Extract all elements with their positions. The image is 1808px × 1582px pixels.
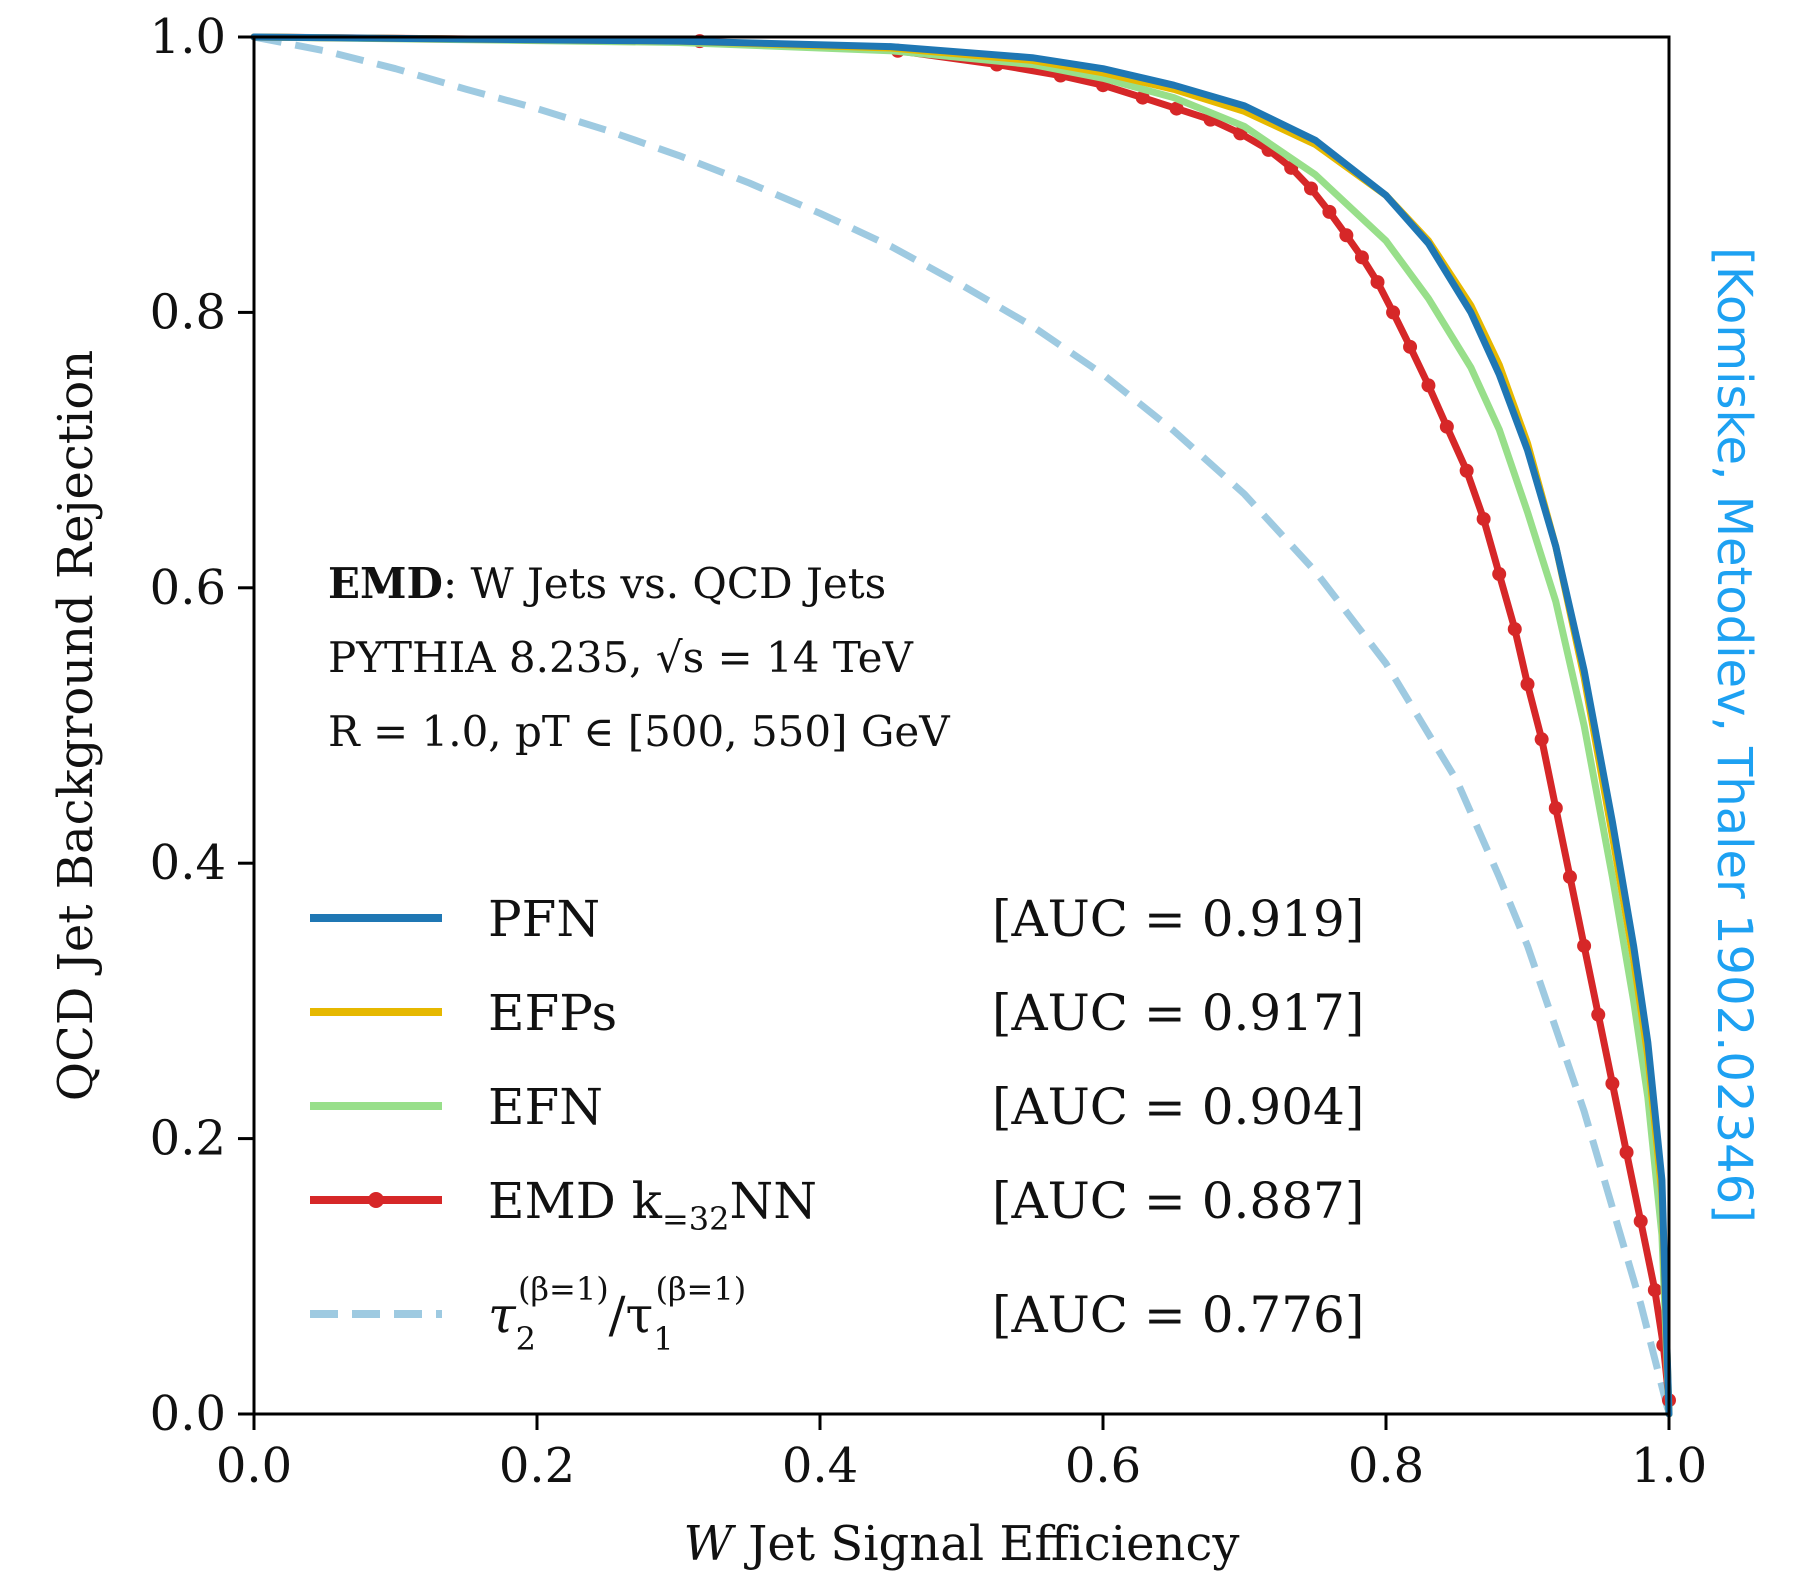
legend-label: EFPs	[488, 984, 617, 1042]
x-tick-label: 0.6	[1065, 1438, 1141, 1494]
legend-entry: EFN [AUC = 0.904]	[310, 1078, 1364, 1136]
x-tick-label: 1.0	[1631, 1438, 1707, 1494]
series-point	[1520, 677, 1535, 692]
curves-layer	[250, 33, 1676, 1418]
legend: PFN [AUC = 0.919] EFPs [AUC = 0.917] EFN [AUC…	[310, 890, 1364, 1358]
series-point	[1403, 339, 1418, 354]
legend-entry: EMD k=32NN [AUC = 0.887]	[310, 1172, 1364, 1238]
series-point	[1619, 1145, 1634, 1160]
legend-label: EFN	[488, 1078, 603, 1136]
credit-text: [Komiske, Metodiev, Thaler 1902.02346]	[1706, 247, 1762, 1223]
series-point	[1647, 1283, 1662, 1298]
series-point	[1304, 181, 1319, 196]
series-point	[1492, 567, 1507, 582]
x-tick-label: 0.0	[216, 1438, 292, 1494]
legend-auc: [AUC = 0.919]	[992, 890, 1364, 948]
series-line-efn	[250, 33, 1673, 1418]
legend-auc: [AUC = 0.887]	[992, 1172, 1364, 1230]
annotation-line-1: EMD: W Jets vs. QCD Jets	[328, 559, 886, 608]
y-axis-ticks: 0.0 0.2 0.4 0.6 0.8 1.0	[150, 9, 254, 1442]
series-point	[1169, 101, 1184, 116]
x-axis-ticks: 0.0 0.2 0.4 0.6 0.8 1.0	[216, 1414, 1707, 1494]
series-point	[1507, 622, 1522, 637]
legend-entry: τ2(β=1)/τ1(β=1) [AUC = 0.776]	[310, 1270, 1364, 1358]
x-tick-label: 0.8	[1348, 1438, 1424, 1494]
legend-auc: [AUC = 0.776]	[992, 1286, 1364, 1344]
x-tick-label: 0.2	[499, 1438, 575, 1494]
series-point	[1562, 869, 1577, 884]
series-point	[1370, 275, 1385, 290]
annotation-line-2: PYTHIA 8.235, √s = 14 TeV	[328, 633, 913, 682]
y-tick-label: 0.2	[150, 1111, 226, 1167]
legend-auc: [AUC = 0.904]	[992, 1078, 1364, 1136]
y-tick-label: 0.8	[150, 284, 226, 340]
legend-auc: [AUC = 0.917]	[992, 984, 1364, 1042]
legend-label: EMD k=32NN	[488, 1172, 817, 1238]
series-point	[1534, 732, 1549, 747]
series-point	[1322, 204, 1337, 219]
series-point	[1591, 1007, 1606, 1022]
series-point	[1339, 228, 1354, 243]
annotation-block: EMD: W Jets vs. QCD Jets PYTHIA 8.235, √…	[328, 559, 950, 756]
plot-frame	[252, 35, 1671, 1416]
series-point	[1633, 1214, 1648, 1229]
annotation-line-3: R = 1.0, pT ∈ [500, 550] GeV	[328, 707, 950, 756]
series-point	[1459, 463, 1474, 478]
series-point	[1421, 378, 1436, 393]
y-tick-label: 0.4	[150, 835, 226, 891]
series-point	[1577, 938, 1592, 953]
series-point	[1354, 250, 1369, 265]
legend-label: PFN	[488, 890, 600, 948]
x-tick-label: 0.4	[782, 1438, 858, 1494]
series-point	[1605, 1076, 1620, 1091]
legend-label: τ2(β=1)/τ1(β=1)	[488, 1270, 746, 1358]
legend-entry: EFPs [AUC = 0.917]	[310, 984, 1364, 1042]
y-axis-label: QCD Jet Background Rejection	[48, 350, 104, 1101]
y-tick-label: 0.0	[150, 1386, 226, 1442]
series-point	[1135, 90, 1150, 105]
legend-entry: PFN [AUC = 0.919]	[310, 890, 1364, 948]
series-point	[1439, 419, 1454, 434]
y-tick-label: 1.0	[150, 9, 226, 65]
series-point	[1548, 801, 1563, 816]
series-point	[1476, 511, 1491, 526]
series-line-pfn	[250, 33, 1673, 1418]
x-axis-label: W Jet Signal Efficiency	[684, 1516, 1240, 1572]
series-line-2-1-1-1	[253, 33, 1673, 1415]
y-tick-label: 0.6	[150, 560, 226, 616]
legend-marker	[368, 1192, 384, 1208]
series-point	[1386, 305, 1401, 320]
